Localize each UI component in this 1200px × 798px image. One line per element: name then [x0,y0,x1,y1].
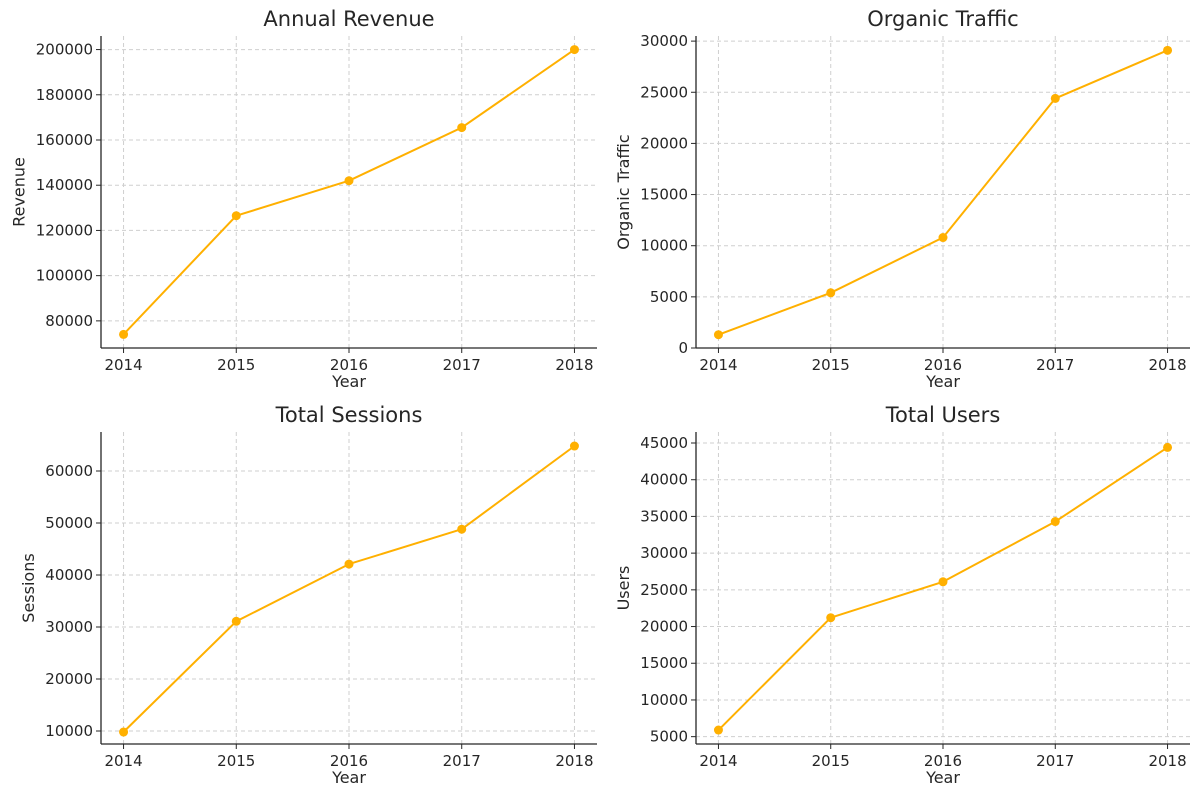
y-tick-label: 30000 [45,618,93,636]
x-tick-label: 2015 [217,752,255,770]
y-axis-label: Organic Traffic [614,134,633,249]
chart-panel-2: 0 5000 10000 15000 20000 25000 30000 2014 2015 20… [614,7,1190,391]
data-point [569,45,579,55]
data-point [1163,45,1173,55]
data-point [457,123,467,133]
data-point [457,524,467,534]
x-tick-label: 2017 [443,356,481,374]
y-axis-label: Users [614,566,633,611]
y-tick-label: 10000 [640,237,688,255]
data-point [231,211,241,221]
data-point [826,288,836,298]
data-point [938,233,948,243]
x-tick-label: 2018 [1148,356,1186,374]
y-tick-label: 30000 [640,32,688,50]
x-tick-label: 2016 [330,752,368,770]
x-tick-label: 2014 [699,356,737,374]
y-tick-label: 60000 [45,462,93,480]
y-tick-label: 45000 [640,434,688,452]
y-tick-label: 20000 [45,670,93,688]
data-point [1050,517,1060,527]
chart-title: Organic Traffic [867,7,1018,31]
x-axis-label: Year [331,768,366,787]
x-tick-label: 2015 [812,752,850,770]
y-tick-label: 80000 [45,312,93,330]
x-tick-label: 2017 [443,752,481,770]
y-tick-label: 20000 [640,134,688,152]
y-tick-label: 200000 [36,41,93,59]
x-tick-label: 2014 [104,356,142,374]
x-tick-label: 2018 [555,752,593,770]
data-point [826,613,836,623]
chart-panel-3: 10000 20000 30000 40000 50000 60000 2014 2015 20… [19,403,597,787]
x-axis-label: Year [925,768,960,787]
data-point [713,330,723,340]
chart-title: Total Sessions [275,403,423,427]
x-tick-label: 2017 [1036,752,1074,770]
x-tick-label: 2014 [699,752,737,770]
y-tick-label: 100000 [36,267,93,285]
data-point [344,176,354,186]
y-tick-label: 0 [678,339,688,357]
x-axis-label: Year [925,372,960,391]
y-axis-label: Revenue [10,157,29,227]
data-point [119,329,129,339]
data-point [231,616,241,626]
x-tick-label: 2016 [924,356,962,374]
chart-title: Total Users [885,403,1001,427]
y-tick-label: 15000 [640,654,688,672]
y-tick-label: 40000 [45,566,93,584]
data-point [569,441,579,451]
x-tick-label: 2018 [1148,752,1186,770]
chart-panel-4: 5000 10000 15000 20000 25000 30000 35000 40000 4… [614,403,1190,787]
data-point [1050,93,1060,103]
chart-panel-1: 80000 100000 120000 140000 160000 180000 20000… [10,7,597,391]
data-point [713,725,723,735]
y-tick-label: 140000 [36,176,93,194]
data-point [938,577,948,587]
y-tick-label: 50000 [45,514,93,532]
y-tick-label: 30000 [640,544,688,562]
y-tick-label: 10000 [45,722,93,740]
x-tick-label: 2017 [1036,356,1074,374]
x-tick-label: 2016 [924,752,962,770]
y-tick-label: 35000 [640,507,688,525]
data-point [119,727,129,737]
y-tick-label: 5000 [650,288,688,306]
x-tick-label: 2014 [104,752,142,770]
x-tick-label: 2016 [330,356,368,374]
x-tick-label: 2015 [812,356,850,374]
data-point [344,559,354,569]
y-tick-label: 180000 [36,86,93,104]
x-tick-label: 2015 [217,356,255,374]
chart-title: Annual Revenue [263,7,434,31]
x-axis-label: Year [331,372,366,391]
y-axis-label: Sessions [19,553,38,622]
x-tick-label: 2018 [555,356,593,374]
y-tick-label: 20000 [640,618,688,636]
y-tick-label: 120000 [36,221,93,239]
y-tick-label: 10000 [640,691,688,709]
y-tick-label: 5000 [650,728,688,746]
y-tick-label: 40000 [640,471,688,489]
y-tick-label: 25000 [640,581,688,599]
data-point [1163,442,1173,452]
y-tick-label: 160000 [36,131,93,149]
y-tick-label: 15000 [640,186,688,204]
y-tick-label: 25000 [640,83,688,101]
